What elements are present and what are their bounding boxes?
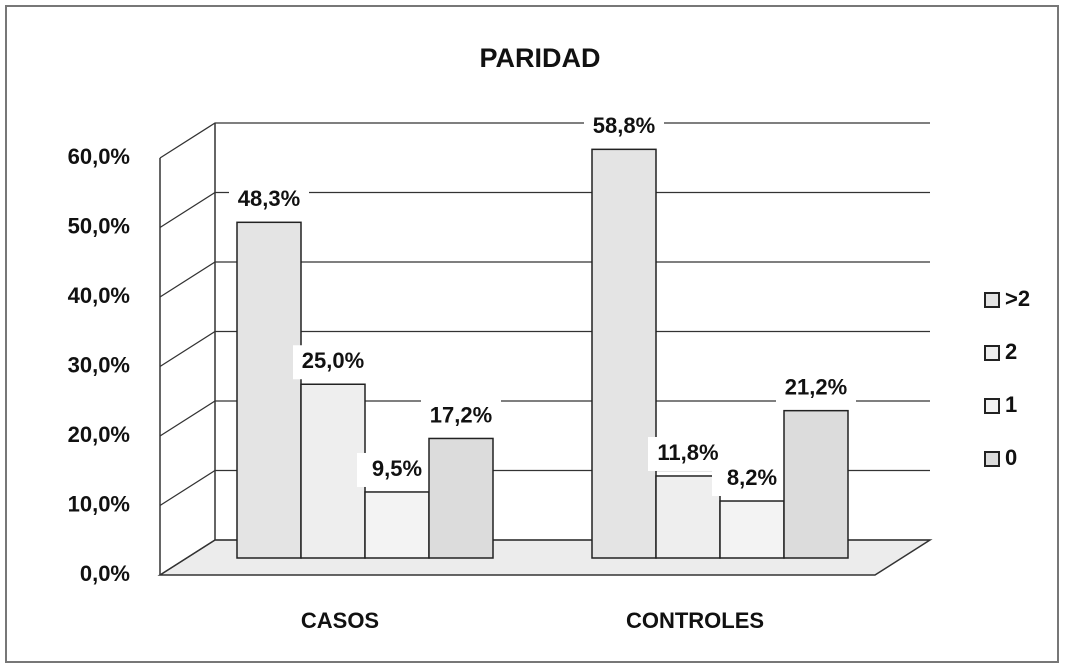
- value-label: 17,2%: [430, 402, 492, 427]
- bar: [428, 437, 494, 559]
- bar: [783, 409, 849, 559]
- y-tick-label: 50,0%: [68, 213, 130, 238]
- bar: [300, 383, 366, 559]
- value-label: 8,2%: [727, 465, 777, 490]
- value-label: 11,8%: [657, 440, 718, 465]
- value-label-box: [293, 345, 373, 380]
- value-label-box: [584, 110, 664, 145]
- value-label-box: [712, 462, 792, 497]
- y-tick-label: 30,0%: [68, 352, 130, 377]
- legend-label: 2: [1005, 339, 1017, 364]
- grid-line: [159, 330, 930, 368]
- y-tick-label: 60,0%: [68, 144, 130, 169]
- bar: [364, 491, 430, 559]
- legend-label: 1: [1005, 392, 1017, 417]
- bar: [236, 221, 302, 559]
- y-tick-label: 40,0%: [68, 283, 130, 308]
- legend-swatch: [984, 398, 1000, 414]
- value-label-box: [357, 452, 437, 487]
- y-tick-label: 20,0%: [68, 422, 130, 447]
- x-tick-label: CASOS: [301, 608, 379, 633]
- grid-line: [159, 261, 930, 298]
- value-label: 9,5%: [372, 456, 422, 481]
- bar: [719, 500, 785, 559]
- value-label: 21,2%: [785, 374, 847, 399]
- value-label-box: [421, 399, 501, 434]
- legend-swatch: [984, 451, 1000, 467]
- legend-swatch: [984, 345, 1000, 361]
- chart-title: PARIDAD: [480, 43, 601, 73]
- legend-swatch: [984, 292, 1000, 308]
- y-tick-label: 0,0%: [80, 561, 130, 586]
- value-label: 58,8%: [593, 113, 655, 138]
- bar: [591, 148, 657, 559]
- grid-line: [159, 400, 930, 437]
- value-label: 48,3%: [238, 186, 300, 211]
- x-tick-label: CONTROLES: [626, 608, 764, 633]
- value-label-box: [776, 371, 856, 406]
- legend-label: >2: [1005, 286, 1030, 311]
- value-label-box: [229, 183, 309, 218]
- grid-line: [159, 191, 930, 229]
- bar: [655, 475, 721, 559]
- legend-label: 0: [1005, 445, 1017, 470]
- y-tick-label: 10,0%: [68, 491, 130, 516]
- value-label: 25,0%: [302, 348, 364, 373]
- grid-line: [159, 122, 930, 159]
